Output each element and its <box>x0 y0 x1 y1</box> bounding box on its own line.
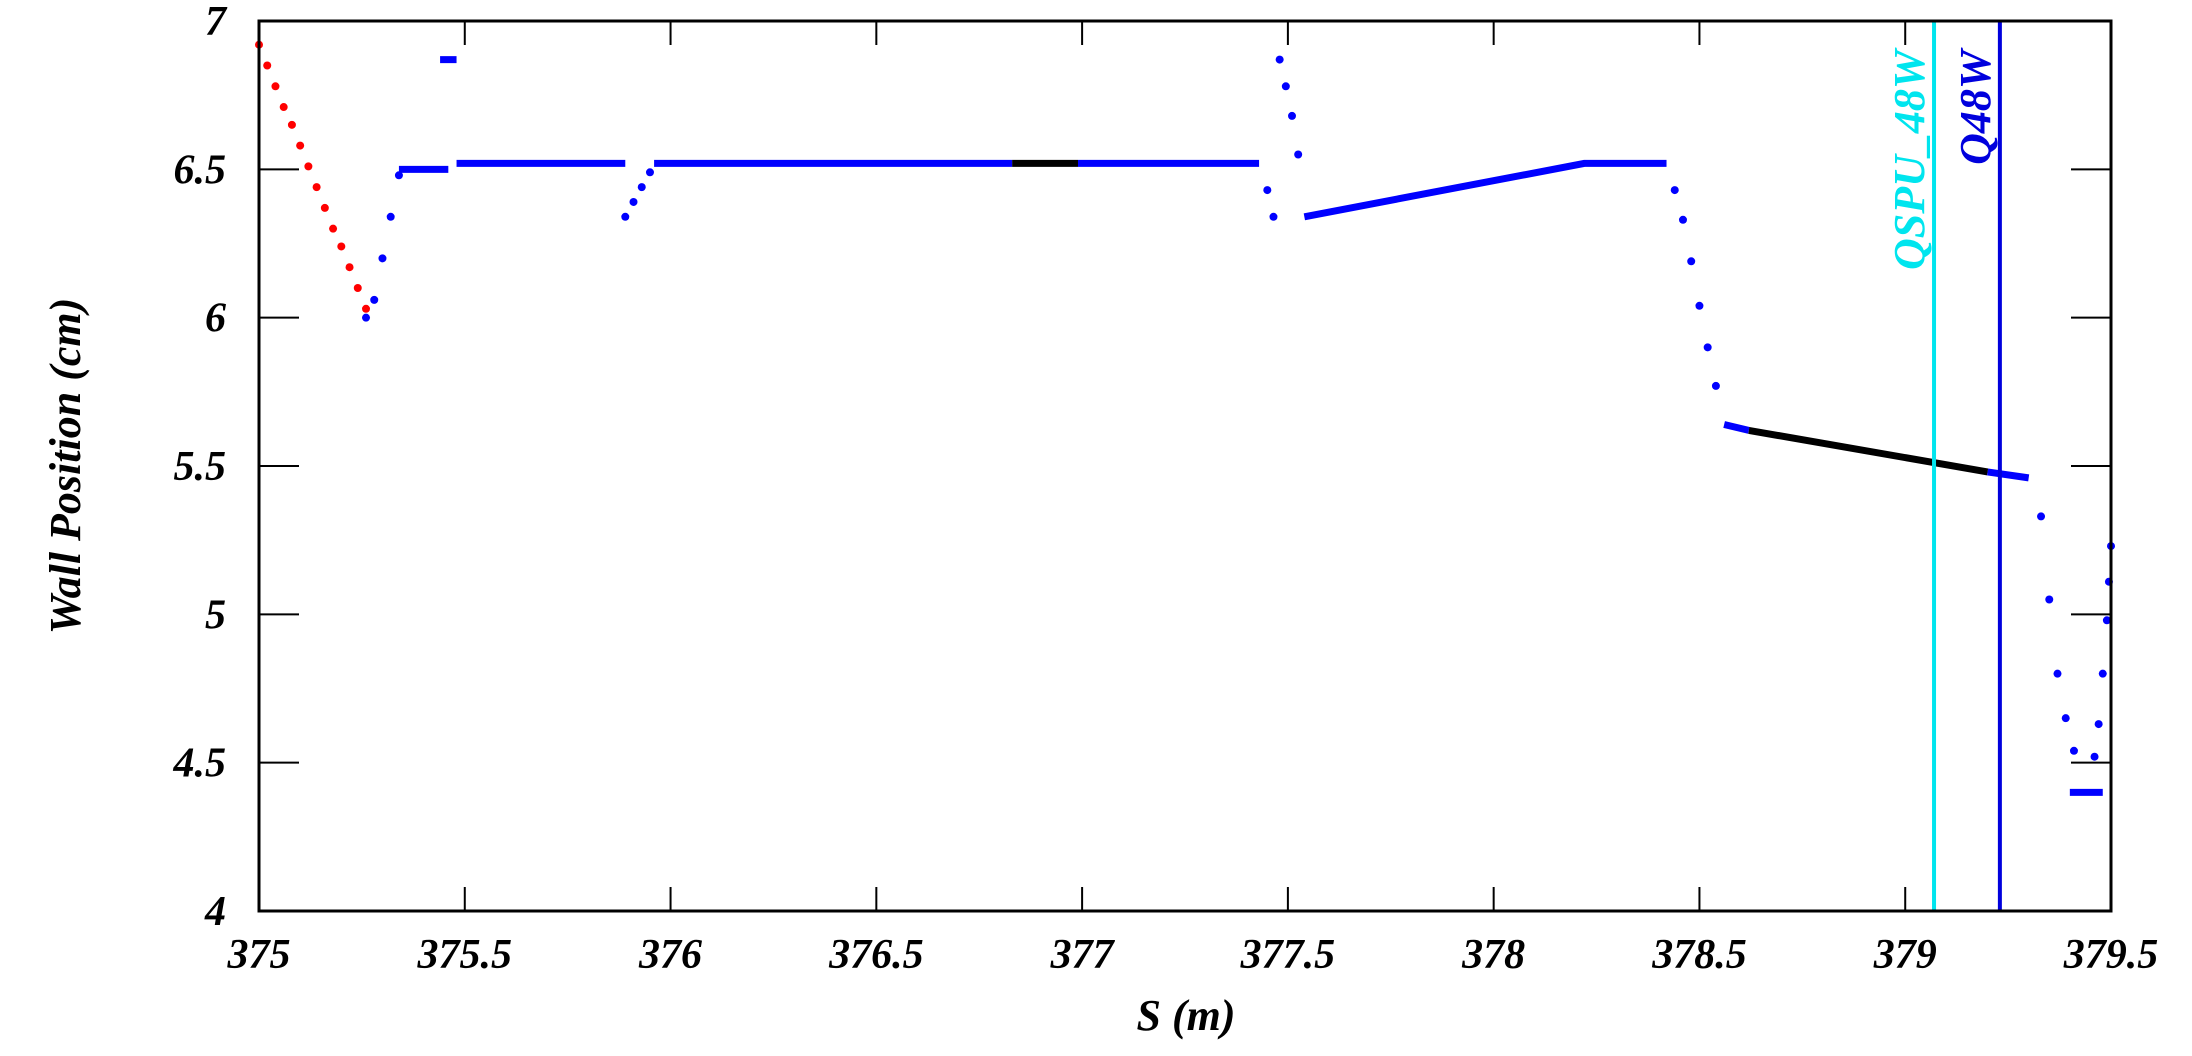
y-tick-label: 7 <box>205 0 228 45</box>
x-tick-label: 376.5 <box>828 932 924 978</box>
x-tick-label: 377 <box>1050 932 1116 978</box>
data-point <box>1703 343 1712 352</box>
data-point <box>353 284 362 292</box>
data-point <box>1670 186 1679 195</box>
y-axis-title: Wall Position (cm) <box>41 298 90 635</box>
marker-label: Q48W <box>1951 47 2000 165</box>
data-point <box>1687 257 1696 266</box>
x-tick-label: 375 <box>227 932 291 978</box>
data-point <box>1711 381 1720 390</box>
data-point <box>320 203 329 212</box>
data-point <box>279 103 288 112</box>
data-line <box>1303 159 1667 221</box>
data-point <box>637 183 646 192</box>
data-point <box>386 212 395 221</box>
x-tick-label: 375.5 <box>417 932 513 978</box>
data-line <box>1748 426 1989 476</box>
data-point <box>621 212 630 221</box>
data-point <box>2045 595 2054 604</box>
data-point <box>378 254 387 263</box>
data-point <box>2102 616 2111 625</box>
data-point <box>2053 669 2062 678</box>
data-point <box>345 263 354 272</box>
data-point <box>287 120 296 129</box>
x-tick-label: 378 <box>1461 932 1525 978</box>
y-tick-label: 4.5 <box>173 741 227 787</box>
data-point <box>2098 669 2107 678</box>
data-point <box>312 183 321 192</box>
data-point <box>645 168 654 177</box>
data-point <box>2094 720 2103 729</box>
data-point <box>2090 752 2099 761</box>
data-point <box>337 242 346 251</box>
data-point <box>263 61 272 70</box>
data-point <box>1269 212 1278 221</box>
data-line <box>1987 468 2030 482</box>
data-point <box>2069 746 2078 755</box>
data-point <box>329 224 338 233</box>
data-point <box>1263 186 1272 195</box>
x-tick-label: 379.5 <box>2063 932 2159 978</box>
data-line <box>1723 421 1750 434</box>
y-tick-label: 5 <box>205 592 226 638</box>
data-point <box>1281 82 1290 91</box>
x-axis-title: S (m) <box>1137 991 1236 1040</box>
x-tick-label: 379 <box>1873 932 1937 978</box>
x-tick-label: 376 <box>638 932 702 978</box>
data-point <box>629 197 638 206</box>
data-point <box>362 304 371 313</box>
x-tick-label: 377.5 <box>1240 932 1336 978</box>
data-point <box>271 82 280 91</box>
y-tick-label: 6.5 <box>174 147 227 193</box>
data-point <box>370 295 379 304</box>
data-point <box>2037 512 2046 521</box>
data-point <box>394 171 403 180</box>
data-point <box>362 313 371 322</box>
data-point <box>1294 150 1303 159</box>
data-point <box>1288 111 1297 120</box>
y-tick-label: 6 <box>205 296 226 342</box>
x-tick-label: 378.5 <box>1651 932 1747 978</box>
marker-label: QSPU_48W <box>1885 47 1934 270</box>
data-point <box>2061 714 2070 723</box>
data-point <box>1678 215 1687 224</box>
y-tick-label: 4 <box>204 889 226 935</box>
data-point <box>1275 55 1284 64</box>
data-point <box>1695 301 1704 310</box>
plot-frame <box>257 19 2113 913</box>
y-tick-label: 5.5 <box>174 444 227 490</box>
data-point <box>296 141 305 150</box>
data-point <box>304 162 313 171</box>
